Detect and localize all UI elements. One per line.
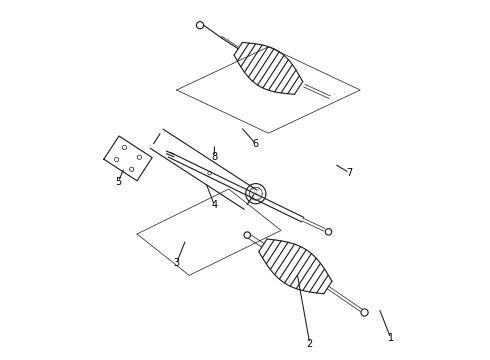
Text: 5: 5 [115, 177, 122, 187]
Text: 3: 3 [173, 258, 180, 268]
Text: 2: 2 [307, 339, 313, 349]
Text: 1: 1 [388, 333, 394, 343]
Text: 7: 7 [346, 168, 352, 178]
Text: 6: 6 [253, 139, 259, 149]
Polygon shape [104, 136, 152, 181]
Text: 8: 8 [211, 152, 218, 162]
Text: 4: 4 [211, 200, 218, 210]
